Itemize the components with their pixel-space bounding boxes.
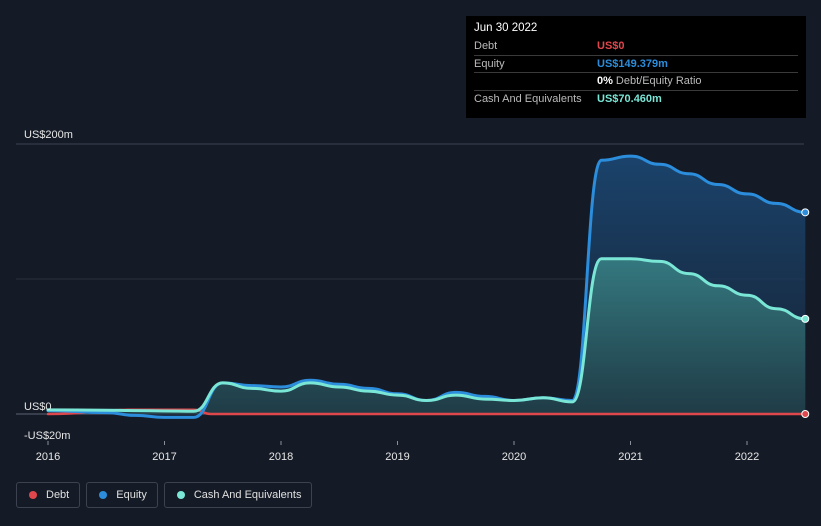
series-end-markers [801,208,810,418]
line-cash-and-equivalents [46,257,807,413]
legend-item-equity[interactable]: Equity [86,482,158,508]
y-tick-label: -US$20m [24,430,70,442]
debt-dot-icon [29,491,37,499]
tooltip-label: Debt [474,40,498,53]
x-tick-label: 2020 [502,451,526,463]
legend-item-debt[interactable]: Debt [16,482,81,508]
y-tick-label: US$0 [24,401,52,413]
tooltip-value-cash: US$70.460m [597,92,662,105]
tooltip-ratio-value: 0% [597,75,613,88]
legend: Debt Equity Cash And Equivalents [16,482,313,508]
series-areas [48,156,806,418]
x-tick-label: 2021 [618,451,642,463]
line-equity [46,154,807,419]
x-tick-label: 2016 [36,451,60,463]
tooltip-value-equity: US$149.379m [597,57,668,70]
x-axis: 2016 2017 2018 2019 2020 2021 2022 [36,441,759,463]
end-marker-equity [801,208,810,217]
legend-label: Equity [116,489,147,501]
tooltip-date: Jun 30 2022 [474,22,538,34]
tooltip-row-equity: Equity US$149.379m [474,56,798,73]
equity-dot-icon [99,491,108,499]
tooltip-row-debt: Debt US$0 [474,38,798,56]
tooltip-label: Cash And Equivalents [474,92,582,105]
x-tick-label: 2018 [269,451,293,463]
tooltip-panel: Jun 30 2022 Debt US$0 Equity US$149.379m… [466,16,806,118]
legend-label: Debt [46,489,70,501]
x-tick-label: 2019 [385,451,409,463]
y-tick-label: US$200m [24,129,73,141]
area-cash-and-equivalents [48,258,806,414]
x-tick-label: 2017 [152,451,176,463]
y-axis-labels: US$200m US$0 -US$20m [24,129,73,442]
tooltip-ratio-label: Debt/Equity Ratio [615,75,702,88]
legend-item-cash[interactable]: Cash And Equivalents [163,482,313,508]
x-tick-label: 2022 [735,451,759,463]
series-lines [46,154,807,419]
end-marker-cash-and-equivalents [801,314,810,323]
tooltip-row-cash: Cash And Equivalents US$70.460m [474,91,798,108]
tooltip-label: Equity [474,57,505,70]
tooltip-row-ratio: 0% Debt/Equity Ratio [474,73,798,91]
tooltip-value-debt: US$0 [597,40,625,53]
legend-label: Cash And Equivalents [193,489,302,501]
cash-dot-icon [176,491,185,499]
end-marker-debt [801,410,810,418]
